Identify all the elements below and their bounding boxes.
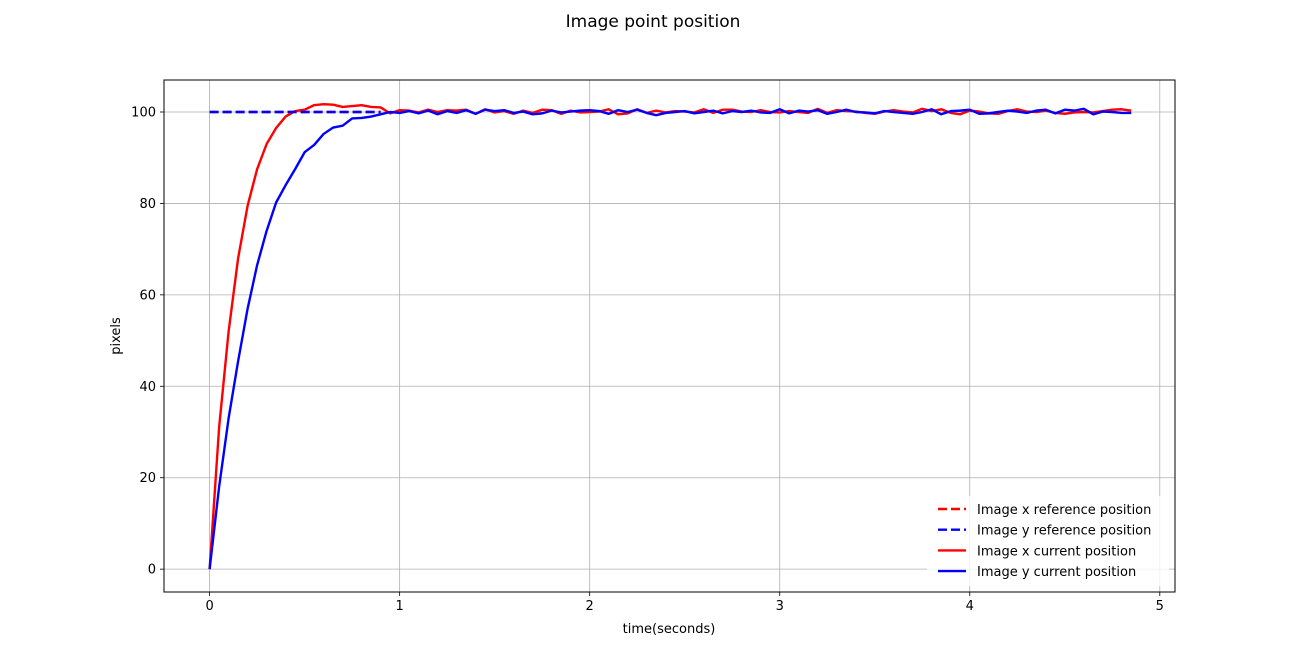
axis-ticks: 0 1 2 3 4 5 0 20 40 60 80 100	[131, 106, 1164, 615]
plot-frame	[163, 79, 1176, 593]
x-axis-label: time(seconds)	[623, 622, 716, 637]
legend-entry-label: Image x current position	[977, 544, 1136, 559]
y-tick-label: 60	[139, 288, 156, 303]
y-axis-label: pixels	[109, 317, 124, 355]
x-tick-label: 5	[1156, 599, 1164, 614]
y-tick-label: 40	[139, 380, 156, 395]
x-tick-label: 1	[396, 599, 404, 614]
legend-box	[927, 496, 1169, 586]
y-tick-label: 20	[139, 471, 156, 486]
y-tick-label: 80	[139, 197, 156, 212]
series-line-4	[208, 107, 1132, 570]
x-tick-label: 2	[586, 599, 594, 614]
y-tick-label: 0	[148, 563, 156, 578]
legend: Image x reference position Image y refere…	[927, 496, 1169, 586]
x-tick-label: 0	[205, 599, 213, 614]
series-group	[208, 103, 1132, 570]
x-tick-label: 4	[966, 599, 974, 614]
legend-entry-label: Image y current position	[977, 565, 1136, 580]
legend-entry-label: Image y reference position	[977, 524, 1151, 539]
chart-title: Image point position	[566, 12, 741, 32]
y-tick-label: 100	[131, 106, 156, 121]
legend-entry-label: Image x reference position	[977, 503, 1151, 518]
x-tick-label: 3	[776, 599, 784, 614]
